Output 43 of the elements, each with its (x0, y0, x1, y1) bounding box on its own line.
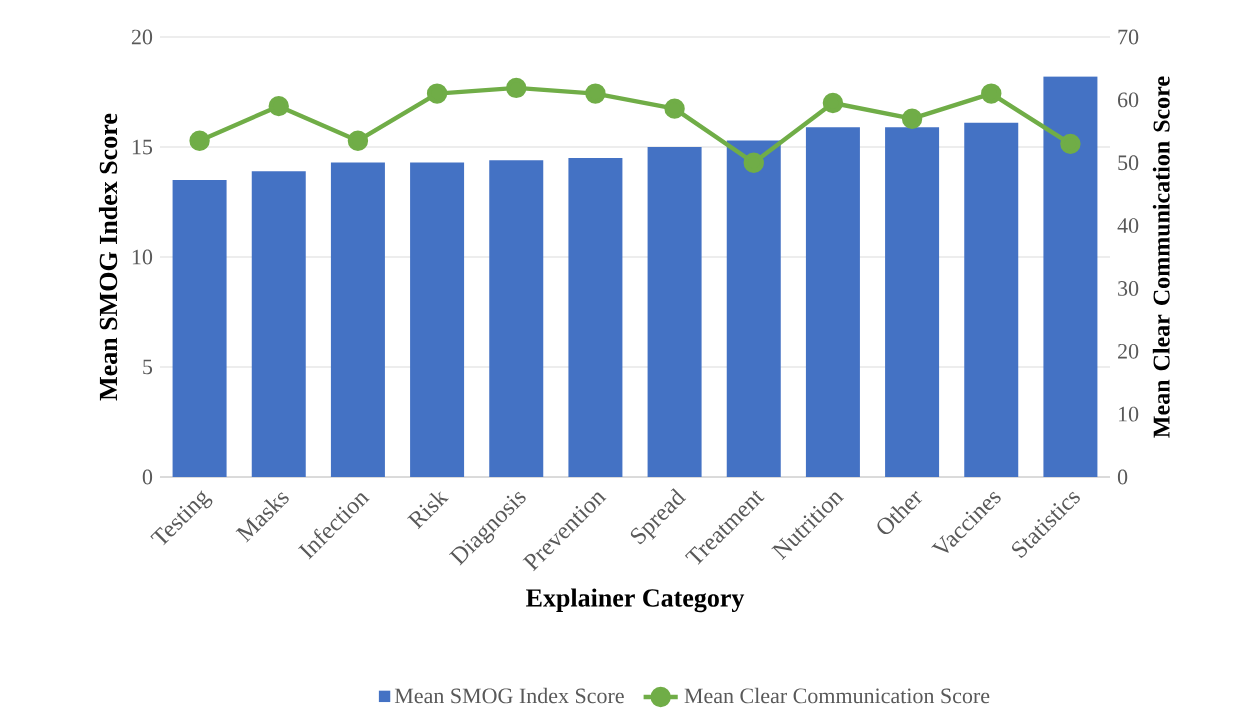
y-tick-label: 20 (131, 29, 153, 45)
point (426, 83, 448, 104)
bar (964, 122, 1019, 477)
bar (726, 140, 781, 477)
bar (330, 162, 385, 477)
y2-tick-label: 0 (1117, 469, 1128, 485)
bar (805, 127, 860, 477)
point (585, 83, 606, 104)
point (664, 98, 685, 119)
bar (885, 127, 940, 477)
legend-label: Mean Clear Communication Score (684, 687, 990, 704)
bar (172, 180, 227, 477)
bar (1043, 76, 1098, 477)
y-tick-label: 5 (143, 359, 153, 375)
legend-label: Mean SMOG Index Score (394, 687, 624, 704)
y-tick-label: 10 (132, 249, 153, 265)
point (901, 108, 923, 129)
y-tick-label: 0 (142, 469, 153, 485)
point (981, 83, 1002, 104)
point (1060, 133, 1081, 155)
bar (568, 158, 623, 477)
y2-tick-label: 30 (1118, 281, 1139, 296)
y-axis-title: Mean SMOG Index Score (98, 113, 118, 401)
y-tick-label: 15 (132, 139, 153, 155)
point (268, 95, 289, 117)
bar (489, 160, 544, 477)
y2-tick-label: 70 (1118, 29, 1139, 45)
y2-axis-title: Mean Clear Communication Score (1152, 76, 1170, 438)
x-tick-label: Risk (407, 491, 449, 530)
point (506, 77, 527, 99)
bar (251, 171, 306, 477)
x-axis-title: Explainer Category (526, 588, 745, 613)
point (743, 152, 764, 173)
y2-tick-label: 20 (1118, 343, 1139, 359)
point (189, 130, 210, 151)
bar (647, 147, 702, 477)
y2-tick-label: 60 (1118, 92, 1139, 108)
y2-tick-label: 10 (1119, 406, 1139, 422)
point (822, 92, 844, 114)
point (347, 130, 369, 151)
y2-tick-label: 40 (1117, 218, 1139, 233)
y2-tick-label: 50 (1118, 155, 1139, 171)
bar (410, 162, 465, 477)
